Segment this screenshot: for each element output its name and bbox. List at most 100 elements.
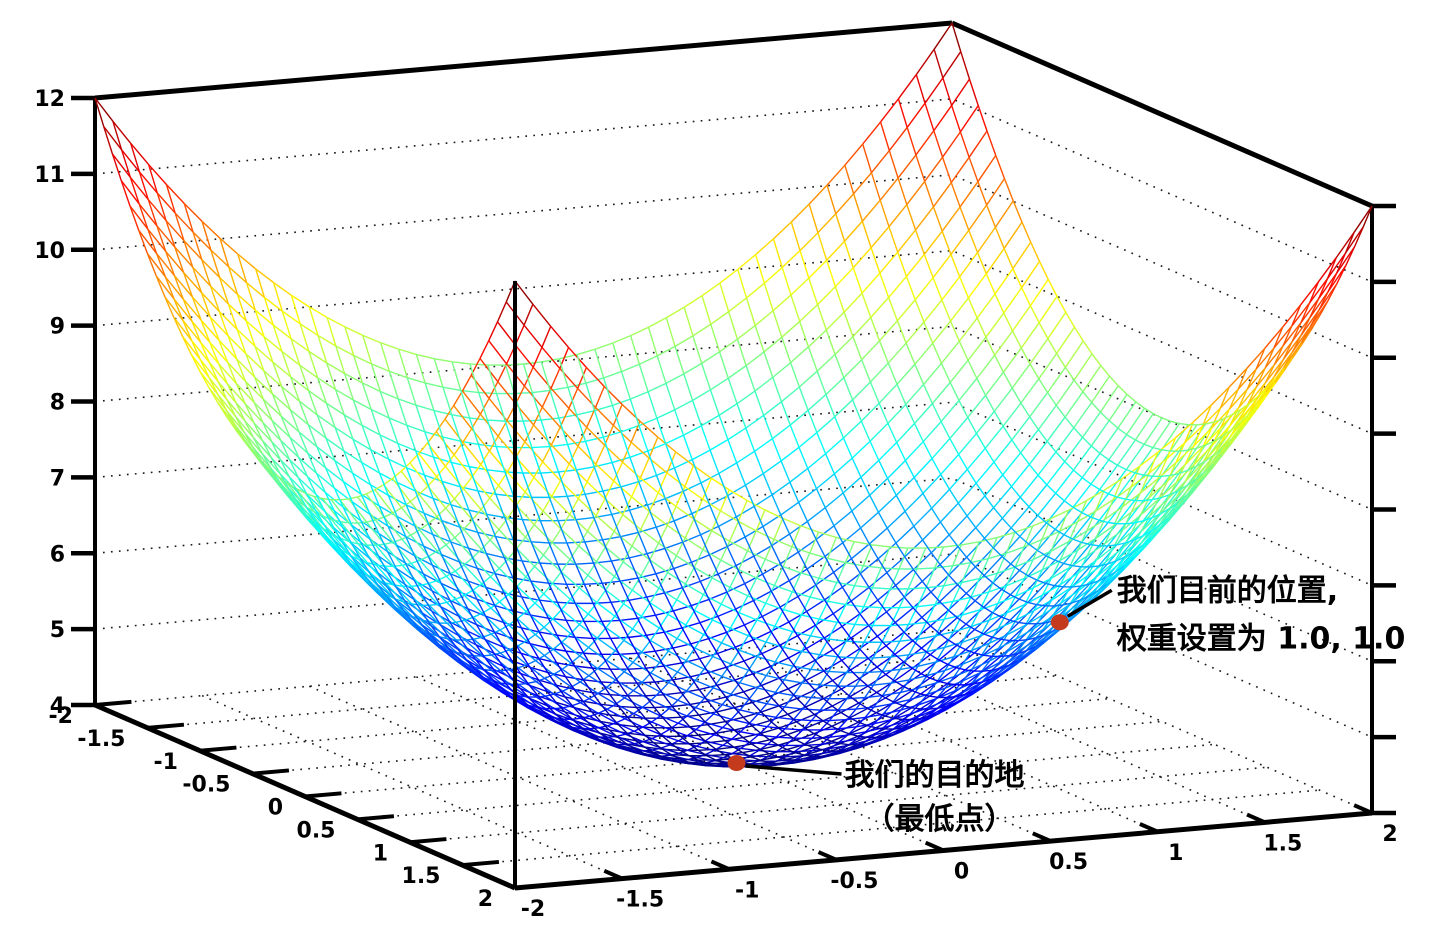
mesh-segment bbox=[886, 572, 897, 586]
mesh-segment bbox=[896, 363, 916, 385]
mesh-segment bbox=[795, 752, 805, 756]
mesh-segment bbox=[823, 625, 843, 639]
mesh-segment bbox=[121, 149, 141, 173]
mesh-segment bbox=[298, 457, 309, 477]
mesh-segment bbox=[494, 605, 505, 623]
mesh-segment bbox=[1219, 388, 1239, 409]
mesh-segment bbox=[1104, 546, 1115, 563]
mesh-segment bbox=[749, 734, 759, 743]
mesh-segment bbox=[885, 661, 905, 676]
mesh-segment bbox=[350, 563, 361, 576]
mesh-segment bbox=[825, 377, 845, 396]
mesh-segment bbox=[734, 646, 745, 662]
mesh-segment bbox=[749, 749, 760, 757]
mesh-segment bbox=[993, 387, 1013, 412]
mesh-segment bbox=[887, 362, 898, 385]
mesh-segment bbox=[629, 552, 648, 559]
mesh-segment bbox=[620, 480, 639, 488]
mesh-segment bbox=[749, 741, 768, 746]
mesh-segment bbox=[826, 537, 838, 559]
mesh-segment bbox=[784, 728, 803, 731]
mesh-segment bbox=[552, 618, 572, 635]
mesh-segment bbox=[993, 461, 1004, 476]
mesh-segment bbox=[449, 599, 460, 617]
mesh-segment bbox=[745, 351, 765, 367]
mesh-segment bbox=[988, 612, 1008, 621]
mesh-segment bbox=[369, 538, 380, 557]
mesh-segment bbox=[440, 554, 451, 575]
mesh-segment bbox=[392, 541, 412, 564]
mesh-segment bbox=[965, 592, 976, 602]
mesh-segment bbox=[431, 590, 442, 608]
mesh-segment bbox=[1097, 586, 1107, 596]
mesh-segment bbox=[930, 609, 949, 627]
mesh-segment bbox=[493, 652, 504, 667]
mesh-segment bbox=[397, 398, 408, 426]
mesh-segment bbox=[432, 533, 451, 543]
mesh-segment bbox=[833, 558, 852, 573]
mesh-segment bbox=[288, 459, 300, 479]
mesh-segment bbox=[720, 540, 731, 561]
mesh-segment bbox=[449, 573, 460, 593]
mesh-segment bbox=[316, 377, 328, 404]
mesh-segment bbox=[551, 495, 571, 515]
mesh-segment bbox=[877, 542, 897, 560]
mesh-segment bbox=[1055, 469, 1074, 494]
mesh-segment bbox=[1157, 458, 1168, 479]
mesh-segment bbox=[924, 181, 935, 208]
mesh-segment bbox=[1059, 567, 1070, 585]
mesh-segment bbox=[906, 127, 917, 156]
mesh-segment bbox=[852, 247, 872, 269]
mesh-segment bbox=[656, 355, 667, 384]
mesh-segment bbox=[851, 543, 870, 560]
mesh-segment bbox=[551, 571, 562, 584]
mesh-segment bbox=[850, 657, 869, 671]
mesh-segment bbox=[838, 738, 857, 744]
mesh-segment bbox=[618, 682, 629, 697]
mesh-segment bbox=[1336, 246, 1356, 274]
mesh-segment bbox=[1073, 379, 1084, 393]
mesh-segment bbox=[415, 354, 426, 384]
mesh-segment bbox=[1003, 312, 1014, 332]
mesh-segment bbox=[966, 515, 977, 529]
mesh-segment bbox=[1205, 421, 1215, 425]
mesh-segment bbox=[956, 644, 966, 651]
mesh-segment bbox=[174, 246, 185, 273]
mesh-segment bbox=[462, 441, 482, 465]
mesh-segment bbox=[725, 666, 736, 681]
mesh-segment bbox=[1247, 382, 1267, 406]
mesh-segment bbox=[845, 657, 856, 673]
mesh-segment bbox=[691, 554, 710, 563]
mesh-segment bbox=[792, 651, 803, 667]
mesh-segment bbox=[908, 650, 927, 656]
mesh-segment bbox=[1033, 577, 1052, 589]
mesh-segment bbox=[651, 721, 670, 731]
mesh-segment bbox=[888, 204, 908, 228]
mesh-segment bbox=[736, 338, 747, 366]
mesh-segment bbox=[190, 354, 201, 372]
y-tick-label: 0 bbox=[954, 860, 969, 885]
mesh-segment bbox=[852, 267, 863, 294]
mesh-segment bbox=[1117, 401, 1137, 429]
mesh-segment bbox=[853, 565, 864, 586]
mesh-segment bbox=[165, 251, 176, 276]
mesh-segment bbox=[1012, 268, 1023, 288]
mesh-segment bbox=[639, 355, 658, 365]
mesh-segment bbox=[770, 580, 790, 592]
mesh-segment bbox=[575, 516, 594, 521]
mesh-segment bbox=[201, 259, 212, 287]
mesh-segment bbox=[392, 507, 402, 514]
mesh-segment bbox=[984, 447, 995, 463]
mesh-segment bbox=[1038, 295, 1058, 324]
mesh-segment bbox=[516, 536, 527, 549]
mesh-segment bbox=[370, 408, 390, 419]
mesh-segment bbox=[918, 697, 937, 706]
mesh-segment bbox=[1106, 571, 1117, 578]
mesh-segment bbox=[1126, 468, 1136, 474]
mesh-segment bbox=[245, 353, 265, 372]
mesh-segment bbox=[1187, 465, 1197, 472]
mesh-segment bbox=[322, 497, 332, 501]
mesh-segment bbox=[613, 561, 624, 577]
mesh-segment bbox=[459, 526, 470, 549]
mesh-segment bbox=[851, 440, 871, 459]
